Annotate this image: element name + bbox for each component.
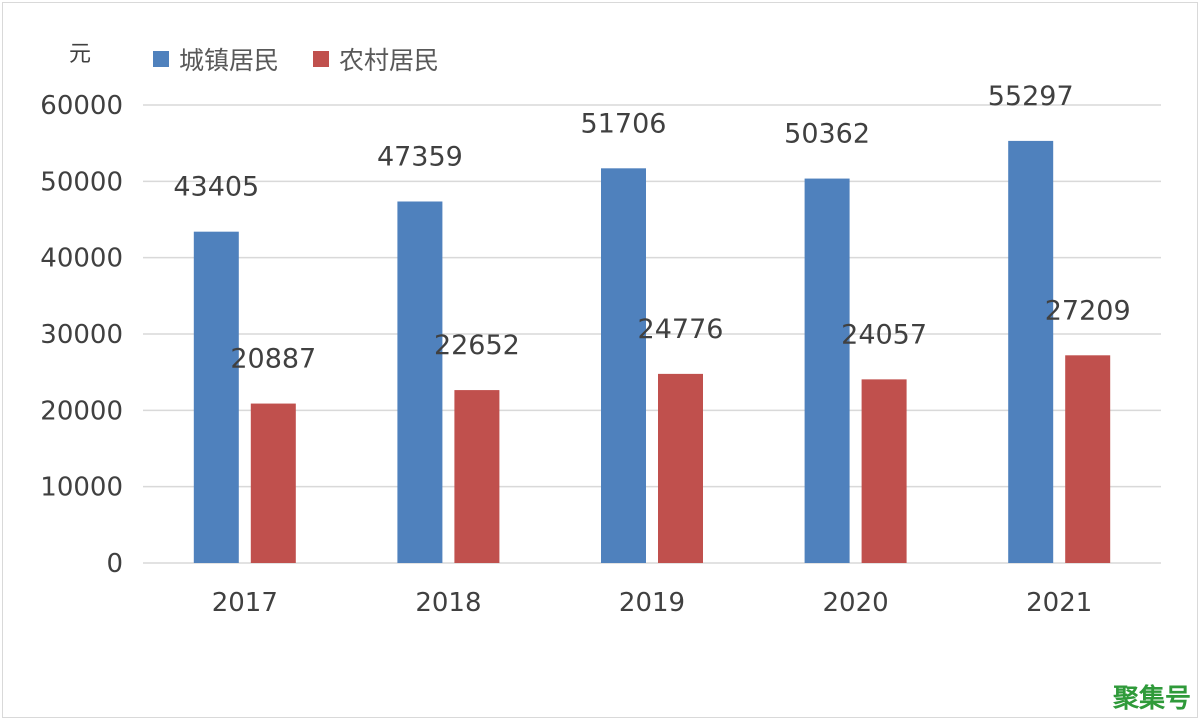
- bar-城镇居民-2021: [1008, 140, 1054, 563]
- y-tick-label: 40000: [40, 244, 123, 274]
- data-labels: 43405 20887 47359 22652 51706 24776 50362 24057…: [173, 81, 1130, 375]
- data-label: 43405: [173, 172, 259, 203]
- grid-lines: [143, 104, 1161, 564]
- legend-swatch: [153, 51, 169, 67]
- data-label: 22652: [434, 330, 520, 361]
- bar-series: [193, 140, 1111, 564]
- bar-chart: 0 10000 20000 30000 40000 50000 60000 43405 208…: [40, 42, 1191, 714]
- x-tick-label: 2021: [1026, 588, 1092, 618]
- data-label: 55297: [988, 81, 1074, 112]
- data-label: 20887: [230, 344, 316, 375]
- data-label: 27209: [1045, 295, 1131, 326]
- y-tick-label: 10000: [40, 473, 123, 503]
- bar-城镇居民-2019: [601, 168, 646, 564]
- y-tick-label: 60000: [40, 91, 123, 121]
- watermark-logo: 聚集号: [1112, 683, 1191, 714]
- data-label: 24776: [638, 314, 724, 345]
- legend: 城镇居民 农村居民: [153, 46, 439, 75]
- legend-swatch: [313, 51, 329, 67]
- x-axis-tick-labels: 2017 2018 2019 2020 2021: [212, 588, 1093, 618]
- legend-label: 农村居民: [339, 46, 439, 75]
- bar-城镇居民-2020: [804, 178, 850, 563]
- data-label: 51706: [581, 108, 667, 139]
- data-label: 47359: [377, 141, 463, 172]
- x-tick-label: 2018: [415, 588, 481, 618]
- y-axis-unit-label: 元: [69, 42, 91, 67]
- legend-label: 城镇居民: [179, 46, 279, 75]
- bar-农村居民-2017: [250, 403, 296, 563]
- bar-城镇居民-2018: [397, 201, 443, 563]
- y-tick-label: 0: [106, 549, 123, 579]
- x-tick-label: 2020: [823, 588, 889, 618]
- x-tick-label: 2019: [619, 588, 685, 618]
- data-label: 24057: [841, 319, 927, 350]
- x-tick-label: 2017: [212, 588, 278, 618]
- bar-农村居民-2018: [454, 390, 500, 563]
- bar-农村居民-2019: [658, 373, 703, 563]
- bar-农村居民-2020: [861, 379, 907, 563]
- bar-农村居民-2021: [1065, 355, 1111, 563]
- data-label: 50362: [784, 119, 870, 150]
- bar-城镇居民-2017: [193, 231, 239, 563]
- y-axis-tick-labels: 0 10000 20000 30000 40000 50000 60000: [40, 91, 123, 579]
- y-tick-label: 30000: [40, 320, 123, 350]
- y-tick-label: 20000: [40, 396, 123, 426]
- y-tick-label: 50000: [40, 167, 123, 197]
